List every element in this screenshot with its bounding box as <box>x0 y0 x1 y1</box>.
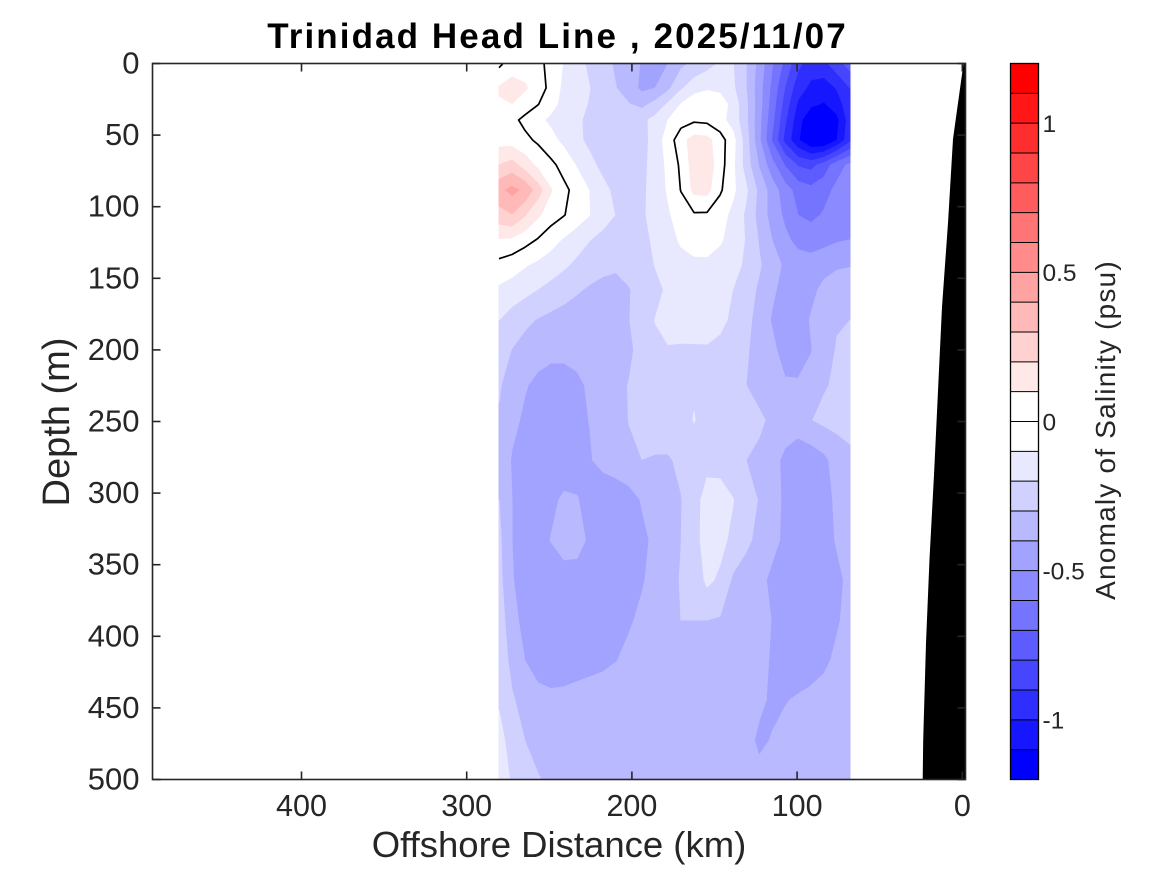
svg-text:400: 400 <box>88 618 140 653</box>
svg-text:-1: -1 <box>1043 708 1065 735</box>
svg-text:300: 300 <box>88 475 140 510</box>
svg-text:500: 500 <box>88 762 140 797</box>
svg-text:250: 250 <box>88 404 140 439</box>
svg-text:200: 200 <box>606 789 657 823</box>
svg-text:Offshore Distance (km): Offshore Distance (km) <box>372 824 747 865</box>
svg-text:100: 100 <box>88 189 140 224</box>
svg-text:50: 50 <box>105 117 139 152</box>
svg-text:450: 450 <box>88 690 140 725</box>
svg-text:350: 350 <box>88 547 140 582</box>
svg-text:300: 300 <box>441 789 492 823</box>
svg-text:0.5: 0.5 <box>1043 260 1077 287</box>
svg-text:Trinidad Head Line , 2025/11/0: Trinidad Head Line , 2025/11/07 <box>267 17 848 56</box>
svg-text:0: 0 <box>1043 409 1057 436</box>
svg-text:0: 0 <box>954 789 971 823</box>
svg-text:-0.5: -0.5 <box>1043 559 1085 586</box>
svg-text:150: 150 <box>88 260 140 295</box>
svg-text:400: 400 <box>276 789 327 823</box>
svg-text:Depth (m): Depth (m) <box>36 338 78 507</box>
svg-text:200: 200 <box>88 332 140 367</box>
svg-text:1: 1 <box>1043 111 1057 138</box>
svg-text:Anomaly of Salinity (psu): Anomaly of Salinity (psu) <box>1090 260 1121 600</box>
svg-text:0: 0 <box>122 46 139 81</box>
svg-text:100: 100 <box>772 789 823 823</box>
